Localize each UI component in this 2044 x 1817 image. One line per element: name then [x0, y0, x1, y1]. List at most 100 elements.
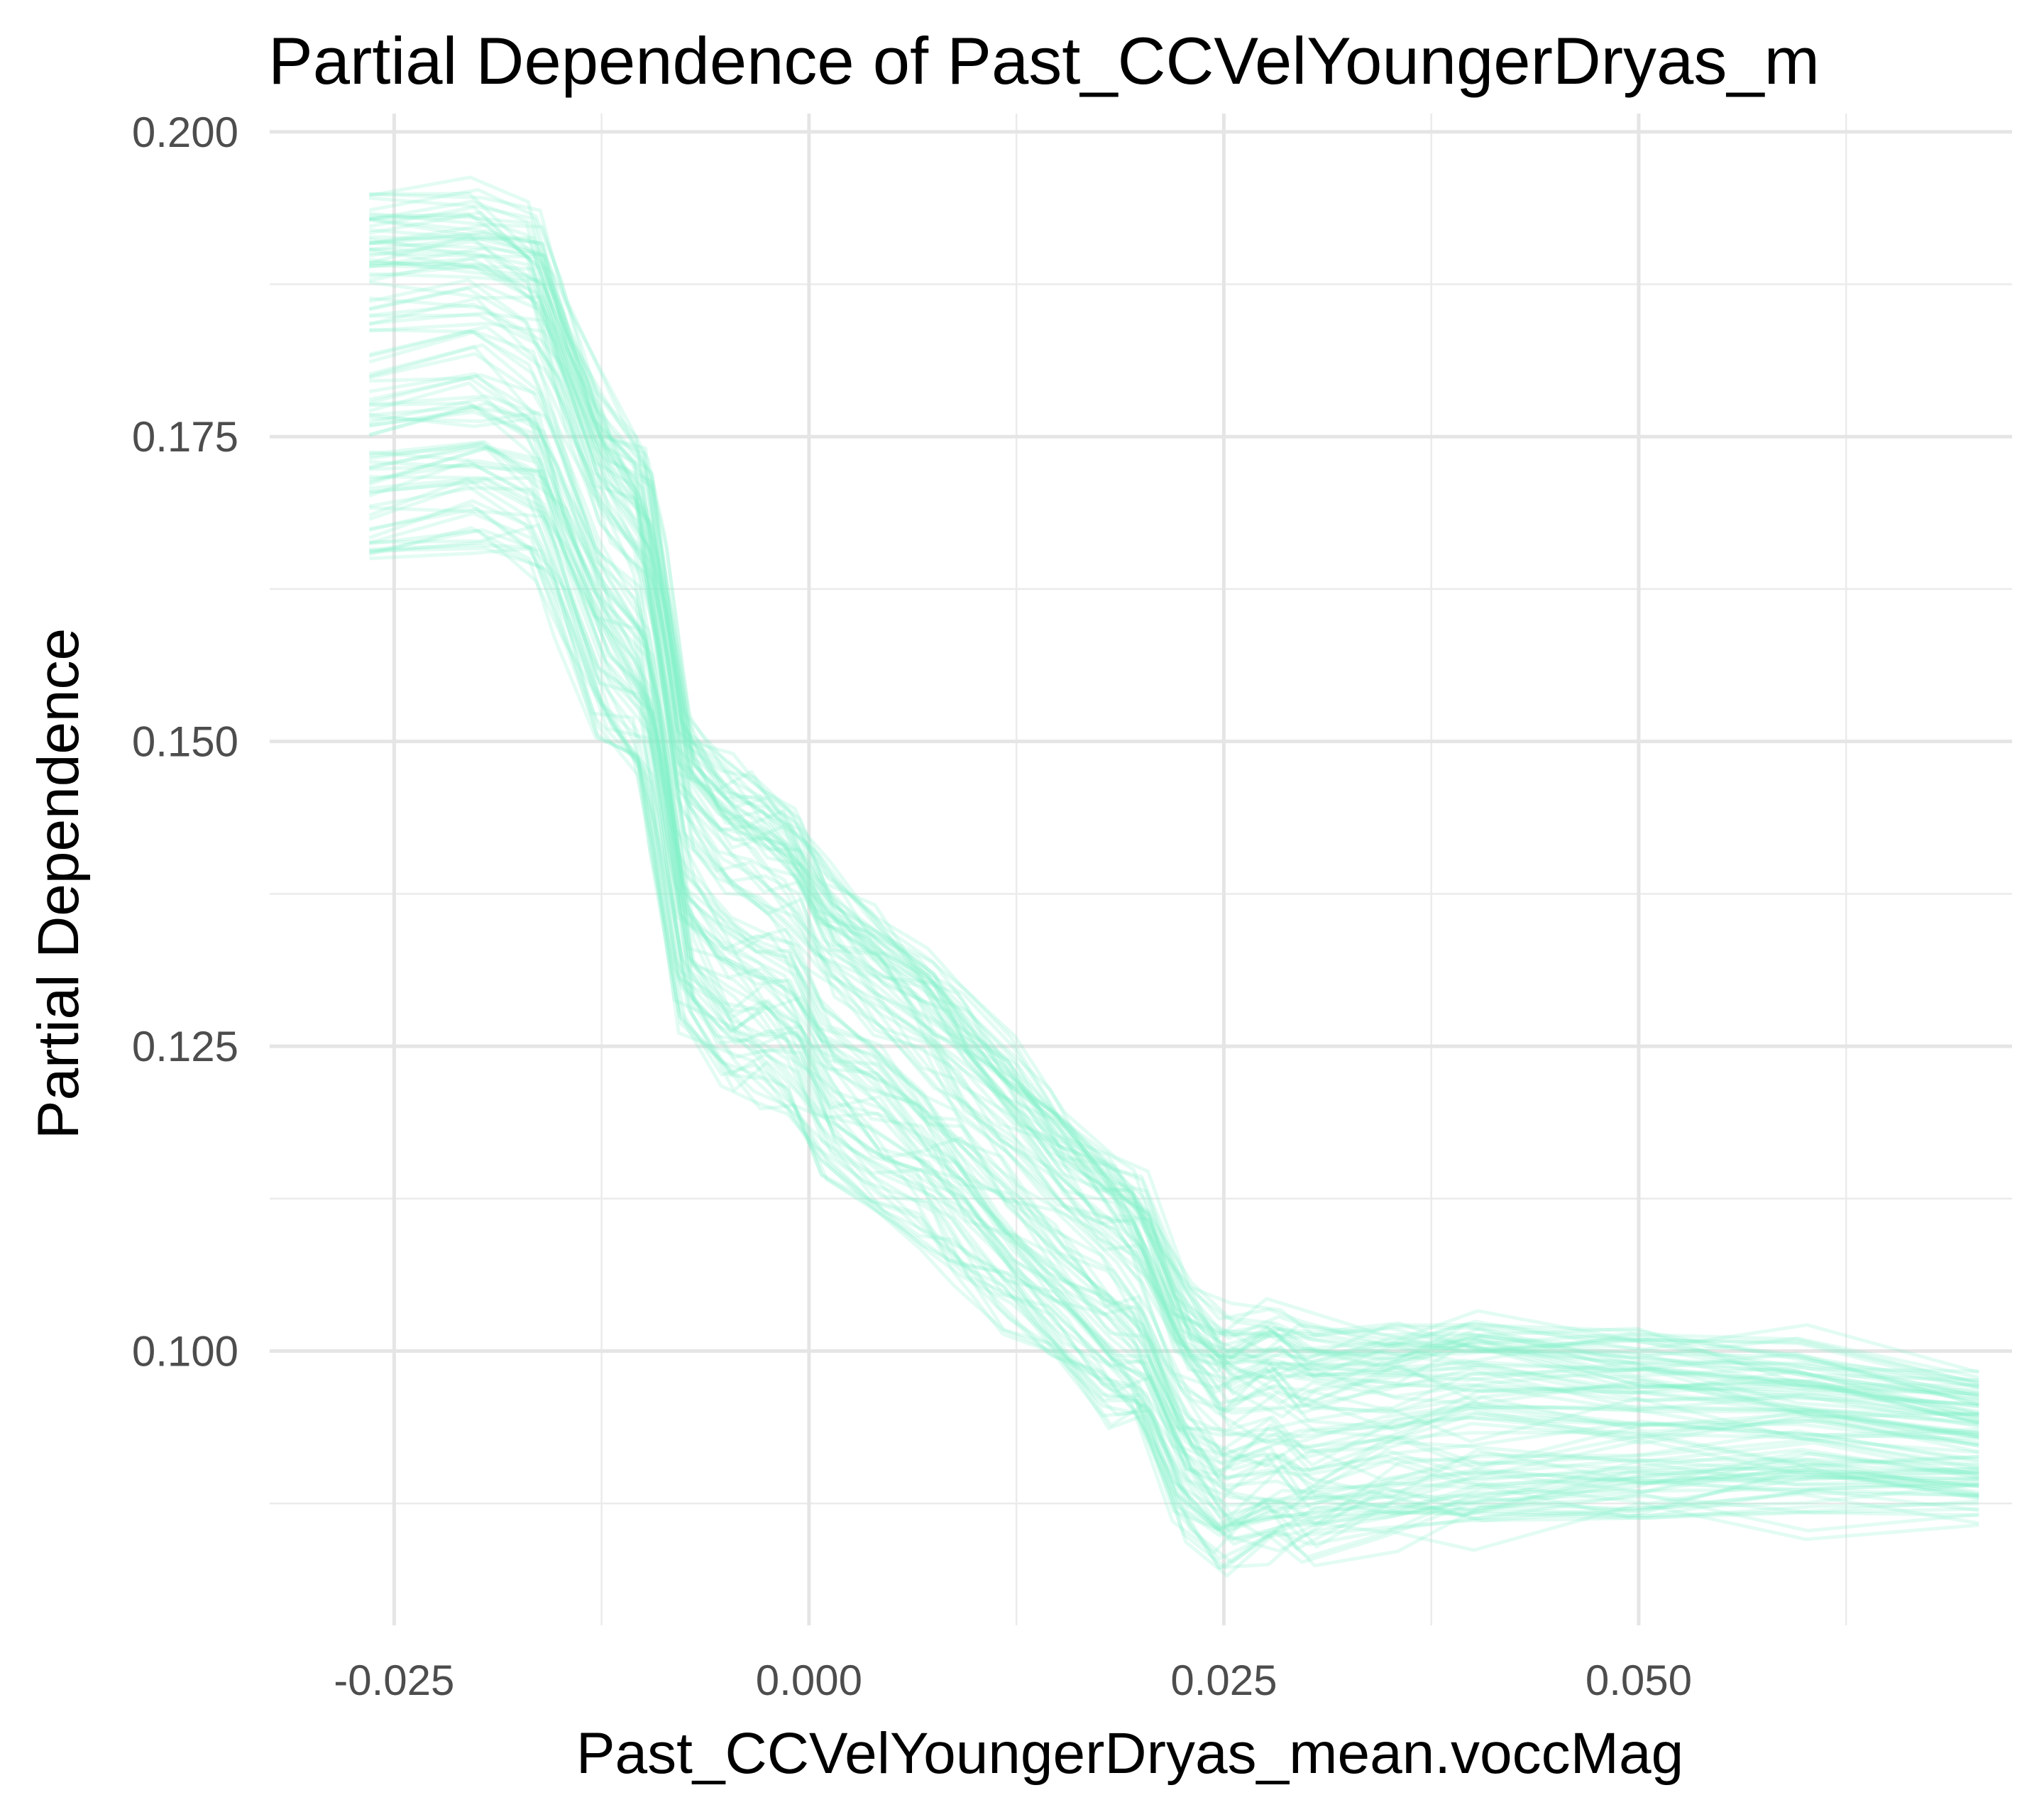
y-tick-label: 0.150	[132, 718, 238, 766]
ice-curve	[369, 463, 1979, 1532]
ice-curve	[369, 540, 1979, 1546]
ice-curve	[369, 235, 1979, 1388]
ice-curve	[368, 410, 1979, 1499]
ice-curve	[368, 445, 1979, 1541]
ice-curve	[368, 234, 1979, 1390]
ice-curve	[368, 446, 1979, 1527]
y-tick-label: 0.175	[132, 413, 238, 461]
ice-curve	[368, 187, 1979, 1388]
ice-curve	[368, 484, 1979, 1539]
ice-curve	[368, 325, 1979, 1448]
ice-curve	[368, 352, 1979, 1466]
ice-curve	[369, 460, 1979, 1517]
ice-curve	[368, 372, 1979, 1444]
x-tick-label: 0.000	[756, 1657, 862, 1704]
ice-curve	[368, 375, 1979, 1454]
ice-curve	[368, 373, 1979, 1465]
ice-curve	[369, 311, 1979, 1439]
ice-curve	[369, 313, 1979, 1441]
ice-curve	[368, 247, 1979, 1385]
ice-curve	[368, 526, 1979, 1532]
ice-curve	[368, 240, 1979, 1417]
ice-curve	[368, 223, 1979, 1382]
ice-curve	[368, 343, 1979, 1467]
ice-curve	[369, 475, 1979, 1524]
ice-curve	[369, 523, 1979, 1578]
minor-gridlines	[270, 114, 2012, 1625]
ice-curve	[369, 212, 1979, 1373]
ice-curve	[369, 247, 1979, 1389]
ice-curve	[368, 330, 1979, 1473]
ice-curve	[368, 258, 1979, 1402]
ice-curve	[368, 441, 1979, 1510]
ice-curve	[368, 217, 1979, 1374]
x-tick-label: -0.025	[334, 1657, 454, 1704]
y-axis-title: Partial Dependence	[26, 628, 91, 1139]
ice-curve	[368, 344, 1979, 1460]
chart-title: Partial Dependence of Past_CCVelYoungerD…	[268, 23, 1820, 98]
ice-curve	[368, 199, 1979, 1385]
ice-curve	[369, 439, 1979, 1521]
ice-curve	[368, 246, 1979, 1435]
ice-curve	[369, 444, 1979, 1511]
ice-curve	[368, 397, 1979, 1473]
major-gridlines	[270, 114, 2012, 1625]
ice-curve	[368, 441, 1979, 1527]
y-tick-label: 0.125	[132, 1023, 238, 1070]
ice-curve	[368, 329, 1979, 1459]
x-tick-label: 0.050	[1586, 1657, 1692, 1704]
x-tick-label: 0.025	[1170, 1657, 1277, 1704]
ice-curve	[368, 406, 1979, 1492]
ice-curve	[368, 278, 1979, 1415]
ice-curve	[369, 528, 1979, 1553]
ice-curve	[369, 260, 1979, 1398]
ice-curve	[368, 507, 1979, 1533]
ice-curve	[368, 459, 1979, 1530]
ice-curve	[368, 280, 1979, 1395]
y-tick-label: 0.100	[132, 1328, 238, 1376]
ice-curve	[369, 251, 1979, 1417]
ice-curve	[369, 405, 1979, 1480]
ice-curve	[369, 192, 1979, 1407]
ice-curve	[368, 254, 1979, 1423]
ice-curve	[369, 413, 1979, 1502]
ice-curves	[368, 175, 1979, 1578]
ice-curve	[368, 529, 1979, 1569]
ice-curve	[369, 401, 1979, 1498]
x-axis-title: Past_CCVelYoungerDryas_mean.voccMag	[576, 1721, 1683, 1786]
ice-curve	[369, 218, 1979, 1424]
ice-curve	[368, 282, 1979, 1435]
ice-curve	[369, 263, 1979, 1407]
ice-curve	[368, 175, 1979, 1380]
ice-curve	[369, 302, 1979, 1417]
ice-curve	[369, 214, 1979, 1407]
ice-curve	[369, 272, 1979, 1414]
ice-curve	[369, 232, 1979, 1396]
ice-curve	[369, 481, 1979, 1508]
ice-curve	[368, 381, 1979, 1481]
ice-curve	[368, 211, 1979, 1395]
ice-curve	[368, 477, 1979, 1554]
ice-curve	[369, 376, 1979, 1445]
ice-curve	[368, 503, 1979, 1539]
ice-curve	[369, 322, 1979, 1420]
ice-curve	[369, 410, 1979, 1472]
ice-curve	[369, 228, 1979, 1392]
y-axis-tick-labels: 0.100 0.125 0.150 0.175 0.200	[132, 109, 238, 1376]
ice-curve	[368, 237, 1979, 1383]
ice-curve	[368, 286, 1979, 1405]
ice-curve	[368, 461, 1979, 1519]
ice-curve	[369, 192, 1979, 1402]
ice-curve	[369, 394, 1979, 1484]
ice-curve	[369, 543, 1979, 1569]
ice-curve	[369, 235, 1979, 1426]
ice-curve	[369, 478, 1979, 1549]
ice-curve	[368, 446, 1979, 1515]
ice-curve	[368, 297, 1979, 1417]
ice-curve	[369, 450, 1979, 1498]
ice-curve	[369, 230, 1979, 1424]
ice-curve	[368, 205, 1979, 1408]
ice-curve	[369, 215, 1979, 1399]
ice-curve	[369, 257, 1979, 1421]
